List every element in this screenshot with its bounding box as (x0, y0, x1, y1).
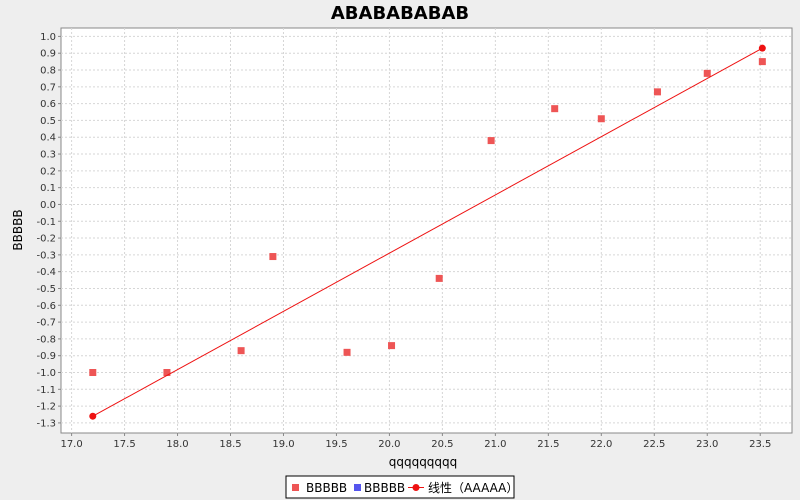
x-tick-label: 17.5 (113, 439, 135, 450)
y-tick-label: 0.3 (40, 150, 56, 161)
y-tick-label: 0.1 (40, 183, 56, 194)
x-tick-label: 19.5 (325, 439, 347, 450)
y-tick-label: -0.3 (36, 250, 56, 261)
scatter-point (487, 137, 495, 145)
legend-box (285, 475, 515, 499)
legend-marker-series-1 (292, 484, 299, 491)
legend: BBBBB BBBBB 线性（AAAAA） (285, 475, 518, 499)
y-tick-label: 0.6 (40, 99, 56, 110)
x-axis: 17.0 17.5 18.0 18.5 19.0 19.5 20.0 20.5 21.0 21.5… (60, 433, 771, 450)
chart-title: ABABABABAB (331, 3, 469, 24)
x-tick-label: 17.0 (60, 439, 82, 450)
trend-line (92, 47, 763, 417)
trend-point (758, 44, 766, 52)
y-tick-label: -1.0 (36, 368, 56, 379)
scatter-point (653, 88, 661, 96)
scatter-point (758, 58, 766, 66)
scatter-point (343, 348, 351, 356)
x-tick-label: 21.0 (484, 439, 506, 450)
scatter-point (237, 347, 245, 355)
y-tick-label: -0.6 (36, 301, 56, 312)
y-tick-label: 0.8 (40, 66, 56, 77)
y-tick-label: 1.0 (40, 32, 56, 43)
y-axis-title: BBBBB (11, 209, 25, 250)
y-tick-label: -0.5 (36, 284, 56, 295)
legend-marker-series-3-dot (412, 484, 420, 491)
y-tick-label: 0.0 (40, 200, 56, 211)
x-tick-label: 18.5 (219, 439, 241, 450)
x-tick-label: 23.0 (696, 439, 718, 450)
y-tick-label: 0.2 (40, 166, 56, 177)
scatter-point (597, 115, 605, 123)
legend-label-series-1: BBBBB (306, 481, 347, 495)
x-tick-label: 22.0 (590, 439, 612, 450)
x-tick-label: 21.5 (537, 439, 559, 450)
y-tick-label: 0.9 (40, 49, 56, 60)
grid (61, 28, 792, 433)
y-tick-label: 0.7 (40, 82, 56, 93)
y-tick-label: -0.7 (36, 318, 56, 329)
plot-area (60, 27, 793, 434)
legend-label-series-3: 线性（AAAAA） (428, 481, 518, 495)
scatter-point (163, 369, 171, 377)
x-tick-label: 23.5 (749, 439, 771, 450)
y-tick-label: -0.4 (36, 267, 56, 278)
scatter-point (269, 253, 277, 261)
y-tick-label: -0.1 (36, 217, 56, 228)
x-tick-label: 19.0 (272, 439, 294, 450)
y-tick-label: -0.2 (36, 234, 56, 245)
series-layer (89, 44, 766, 420)
y-tick-label: -1.2 (36, 402, 56, 413)
trend-point (89, 412, 97, 420)
scatter-point (388, 342, 396, 350)
scatter-point (703, 69, 711, 77)
scatter-point (89, 369, 97, 377)
x-axis-title: qqqqqqqqq (389, 455, 458, 469)
y-tick-label: -1.3 (36, 418, 56, 429)
y-tick-label: -1.1 (36, 385, 56, 396)
scatter-point (551, 105, 559, 113)
legend-marker-series-2 (354, 484, 361, 491)
y-tick-label: 0.5 (40, 116, 56, 127)
legend-label-series-2: BBBBB (364, 481, 405, 495)
y-tick-label: 0.4 (40, 133, 56, 144)
scatter-point (435, 274, 443, 282)
x-tick-label: 20.0 (378, 439, 400, 450)
y-axis: -1.3 -1.2 -1.1 -1.0 -0.9 -0.8 -0.7 -0.6 -0.5 -0.4… (36, 32, 61, 429)
x-tick-label: 20.5 (431, 439, 453, 450)
y-tick-label: -0.8 (36, 334, 56, 345)
y-tick-label: -0.9 (36, 351, 56, 362)
x-tick-label: 18.0 (166, 439, 188, 450)
x-tick-label: 22.5 (643, 439, 665, 450)
